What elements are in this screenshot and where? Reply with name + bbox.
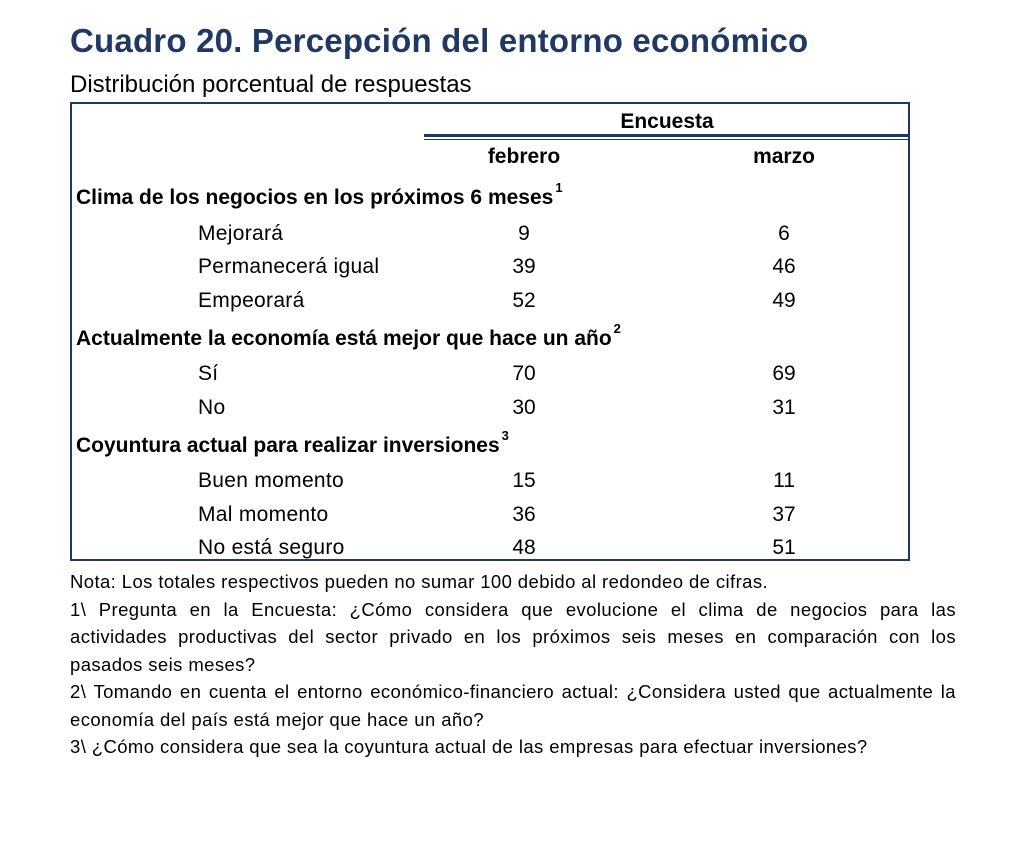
column-group-header: Encuesta [620, 110, 714, 133]
row-label: No está seguro [198, 536, 345, 559]
cell-marzo: 46 [772, 255, 796, 278]
cell-marzo: 31 [772, 396, 796, 419]
row-label: No [198, 396, 226, 419]
cell-febrero: 48 [512, 536, 536, 559]
cell-marzo: 37 [772, 503, 796, 526]
table-frame [70, 102, 910, 561]
cell-febrero: 30 [512, 396, 536, 419]
row-label: Mal momento [198, 503, 329, 526]
footnote-marker: 1 [555, 180, 563, 195]
row-label: Permanecerá igual [198, 255, 380, 278]
footnote-marker: 2 [613, 321, 621, 336]
cell-febrero: 15 [512, 469, 536, 492]
cell-marzo: 69 [772, 362, 796, 385]
row-label: Buen momento [198, 469, 345, 492]
footnote-2: 2\ Tomando en cuenta el entorno económic… [70, 681, 956, 730]
row-label: Mejorará [198, 222, 284, 245]
column-header-febrero: febrero [487, 145, 561, 168]
cell-marzo: 51 [772, 536, 796, 559]
row-label: Sí [198, 362, 219, 385]
cell-febrero: 36 [512, 503, 536, 526]
section-label: Coyuntura actual para realizar inversion… [76, 434, 500, 457]
cell-febrero: 70 [512, 362, 536, 385]
cell-febrero: 9 [518, 222, 530, 245]
note-general: Nota: Los totales respectivos pueden no … [70, 571, 769, 592]
footnote-3: 3\ ¿Cómo considera que sea la coyuntura … [70, 736, 868, 757]
section-heading: Clima de los negocios en los próximos 6 … [76, 180, 563, 210]
cell-febrero: 52 [512, 289, 536, 312]
header-divider [424, 134, 910, 137]
section-heading: Coyuntura actual para realizar inversion… [76, 428, 509, 458]
row-label: Empeorará [198, 289, 305, 312]
cell-marzo: 11 [773, 469, 795, 492]
header-divider-thin [424, 139, 910, 140]
section-heading: Actualmente la economía está mejor que h… [76, 321, 621, 351]
footnotes: Nota: Los totales respectivos pueden no … [70, 568, 956, 761]
page-title: Cuadro 20. Percepción del entorno económ… [70, 22, 809, 59]
cell-marzo: 6 [778, 222, 790, 245]
footnote-1: 1\ Pregunta en la Encuesta: ¿Cómo consid… [70, 598, 956, 675]
cell-marzo: 49 [772, 289, 796, 312]
page-subtitle: Distribución porcentual de respuestas [70, 71, 472, 98]
section-label: Clima de los negocios en los próximos 6 … [76, 186, 554, 209]
footnote-marker: 3 [501, 428, 509, 443]
section-label: Actualmente la economía está mejor que h… [76, 327, 612, 350]
cell-febrero: 39 [512, 255, 536, 278]
column-header-marzo: marzo [753, 145, 815, 168]
